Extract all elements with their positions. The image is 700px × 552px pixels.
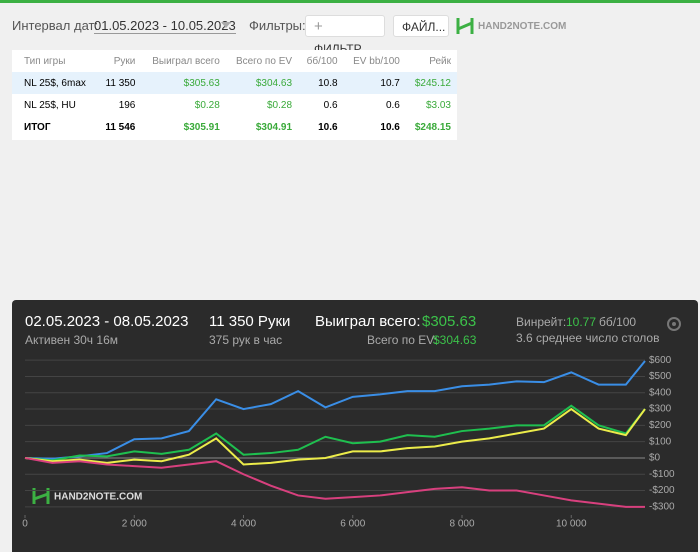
y-tick-label: $0	[649, 453, 661, 464]
y-tick-label: $100	[649, 436, 672, 447]
x-tick-label: 2 000	[122, 519, 147, 530]
cell: $0.28	[267, 99, 293, 111]
cell: 10.6	[380, 121, 400, 133]
cell: $245.12	[414, 77, 451, 89]
cell: $304.63	[255, 77, 293, 89]
column-header: Тип игры	[24, 55, 66, 67]
y-tick-label: -$100	[649, 469, 675, 480]
cell: $305.91	[183, 121, 220, 133]
cell: $0.28	[194, 99, 220, 111]
cell: ИТОГ	[24, 121, 51, 133]
y-tick-label: $300	[649, 404, 672, 415]
column-header: Руки	[113, 55, 136, 67]
cell: 11 350	[105, 77, 136, 89]
tables: 3.6 среднее число столов	[516, 331, 660, 345]
y-tick-label: -$300	[649, 501, 675, 512]
chart-panel: 02.05.2023 - 08.05.2023 Активен 30ч 16м …	[12, 300, 698, 552]
x-tick-label: 10 000	[556, 519, 587, 530]
ev-label: Всего по EV:	[367, 333, 438, 347]
stats-table: Тип игры Руки Выиграл всего Всего по EV бб/1…	[12, 50, 457, 140]
hands-per-hour: 375 рук в час	[209, 333, 283, 347]
row: NL 25$, HU 196 $0.28 $0.28 0.6 0.6 $3.03	[12, 94, 457, 116]
column-header: Рейк	[429, 55, 451, 67]
file-button[interactable]: ФАЙЛ...	[393, 15, 449, 37]
column-header: бб/100	[306, 55, 338, 67]
cell: $248.15	[414, 121, 451, 133]
cell: NL 25$, 6max	[24, 77, 86, 89]
cell: 10.6	[318, 121, 338, 133]
series-line	[24, 407, 646, 466]
filter-button[interactable]: + ФИЛЬТР...	[305, 15, 385, 56]
row: NL 25$, 6max 11 350 $305.63 $304.63 10.8 10.7…	[12, 72, 457, 94]
cell: NL 25$, HU	[24, 99, 76, 111]
caret	[221, 22, 231, 28]
dates: 02.05.2023 - 08.05.2023	[25, 313, 189, 330]
x-tick-label: 4 000	[231, 519, 256, 530]
series-line	[24, 456, 645, 508]
x-tick-label: 0	[22, 519, 28, 530]
hands: 11 350 Руки	[209, 313, 291, 330]
cell: 11 546	[105, 121, 136, 133]
x-tick-label: 8 000	[449, 519, 474, 530]
column-header: Выиграл всего	[152, 55, 220, 67]
won-value: $305.63	[422, 313, 477, 330]
winrate-unit: бб/100	[599, 315, 637, 329]
cell: $305.63	[183, 77, 220, 89]
logo-icon	[456, 18, 474, 34]
winrate-label: Винрейт:	[516, 315, 567, 329]
y-tick-label: -$200	[649, 485, 675, 496]
chart: HAND2NOTE.COM $600 $500 $400 $300 $200 $100 $0…	[22, 355, 675, 530]
interval-value[interactable]: 01.05.2023 - 10.05.2023	[94, 18, 236, 34]
row: ИТОГ 11 546 $305.91 $304.91 10.6 10.6 $248.15	[12, 116, 457, 138]
y-tick-label: $600	[649, 355, 672, 366]
winrate-value: 10.77	[566, 315, 597, 329]
cell: $304.91	[255, 121, 293, 133]
y-tick-label: $400	[649, 387, 672, 398]
cell: 10.7	[380, 77, 400, 89]
cell: 0.6	[385, 99, 400, 111]
table: Тип игры Руки Выиграл всего Всего по EV бб/1…	[12, 50, 457, 138]
active: Активен 30ч 16м	[25, 333, 118, 347]
header-row: Тип игры Руки Выиграл всего Всего по EV бб/1…	[12, 50, 457, 72]
column-header: Всего по EV	[235, 55, 293, 67]
cell: 196	[118, 99, 136, 111]
won-label: Выиграл всего:	[315, 313, 421, 330]
watermark: HAND2NOTE.COM	[54, 492, 142, 503]
settings-icon[interactable]	[665, 315, 683, 333]
top-bar	[0, 0, 700, 3]
column-header: EV bb/100	[353, 55, 400, 67]
x-tick-label: 6 000	[340, 519, 365, 530]
series-line	[24, 360, 646, 460]
interval-label: Интервал дат:	[12, 18, 99, 33]
cell: $3.03	[425, 99, 451, 111]
cell: 0.6	[323, 99, 338, 111]
cell: 10.8	[318, 77, 338, 89]
ev-value: $304.63	[433, 333, 477, 347]
filters-label: Фильтры:	[249, 18, 306, 33]
y-tick-label: $500	[649, 371, 672, 382]
y-tick-label: $200	[649, 420, 672, 431]
series-line	[24, 404, 646, 462]
logo: HAND2NOTE.COM	[478, 21, 567, 32]
